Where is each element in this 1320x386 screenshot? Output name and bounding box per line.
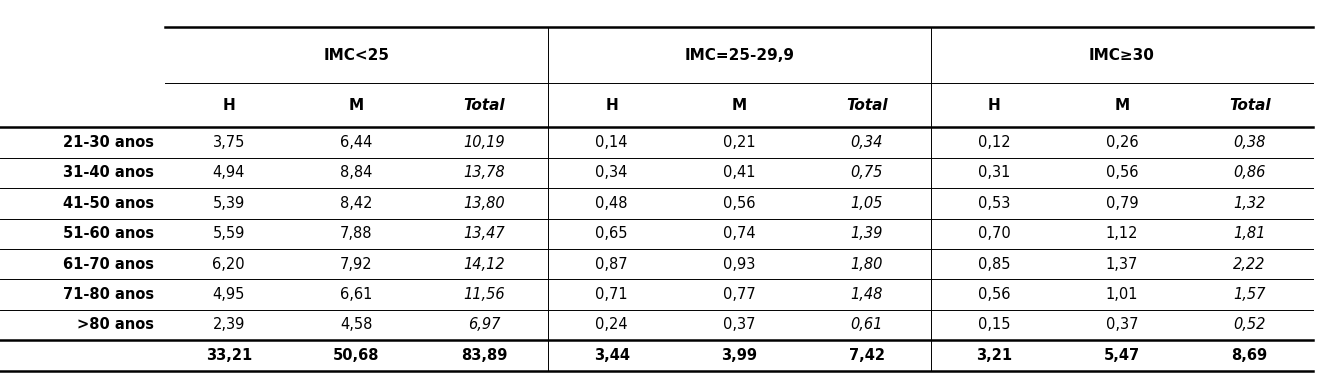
Text: 0,61: 0,61 (850, 317, 883, 332)
Text: 0,85: 0,85 (978, 257, 1011, 272)
Text: 4,94: 4,94 (213, 166, 246, 181)
Text: M: M (348, 98, 364, 113)
Text: 51-60 anos: 51-60 anos (63, 226, 154, 241)
Text: 6,20: 6,20 (213, 257, 246, 272)
Text: 71-80 anos: 71-80 anos (63, 287, 154, 302)
Text: 0,14: 0,14 (595, 135, 628, 150)
Text: 0,12: 0,12 (978, 135, 1011, 150)
Text: 0,37: 0,37 (723, 317, 755, 332)
Text: Total: Total (463, 98, 504, 113)
Text: 0,70: 0,70 (978, 226, 1011, 241)
Text: 8,84: 8,84 (341, 166, 372, 181)
Text: 0,34: 0,34 (595, 166, 628, 181)
Text: Total: Total (846, 98, 887, 113)
Text: 50,68: 50,68 (333, 348, 380, 363)
Text: 1,37: 1,37 (1106, 257, 1138, 272)
Text: 7,92: 7,92 (341, 257, 372, 272)
Text: 5,47: 5,47 (1104, 348, 1140, 363)
Text: 13,47: 13,47 (463, 226, 504, 241)
Text: 4,95: 4,95 (213, 287, 246, 302)
Text: 8,69: 8,69 (1232, 348, 1267, 363)
Text: >80 anos: >80 anos (78, 317, 154, 332)
Text: Total: Total (1229, 98, 1270, 113)
Text: 3,21: 3,21 (977, 348, 1012, 363)
Text: 1,32: 1,32 (1233, 196, 1266, 211)
Text: 3,75: 3,75 (213, 135, 246, 150)
Text: 13,80: 13,80 (463, 196, 504, 211)
Text: 11,56: 11,56 (463, 287, 504, 302)
Text: M: M (1114, 98, 1130, 113)
Text: 41-50 anos: 41-50 anos (63, 196, 154, 211)
Text: 0,71: 0,71 (595, 287, 628, 302)
Text: 1,05: 1,05 (850, 196, 883, 211)
Text: 1,39: 1,39 (850, 226, 883, 241)
Text: 0,87: 0,87 (595, 257, 628, 272)
Text: 13,78: 13,78 (463, 166, 504, 181)
Text: 0,56: 0,56 (723, 196, 755, 211)
Text: 0,21: 0,21 (723, 135, 755, 150)
Text: 7,88: 7,88 (341, 226, 372, 241)
Text: 4,58: 4,58 (341, 317, 372, 332)
Text: 1,57: 1,57 (1233, 287, 1266, 302)
Text: 0,93: 0,93 (723, 257, 755, 272)
Text: 1,80: 1,80 (850, 257, 883, 272)
Text: 0,52: 0,52 (1233, 317, 1266, 332)
Text: 10,19: 10,19 (463, 135, 504, 150)
Text: 0,26: 0,26 (1106, 135, 1138, 150)
Text: H: H (606, 98, 618, 113)
Text: 0,24: 0,24 (595, 317, 628, 332)
Text: 1,81: 1,81 (1233, 226, 1266, 241)
Text: 6,44: 6,44 (341, 135, 372, 150)
Text: IMC<25: IMC<25 (323, 47, 389, 63)
Text: 3,99: 3,99 (721, 348, 758, 363)
Text: 0,75: 0,75 (850, 166, 883, 181)
Text: 14,12: 14,12 (463, 257, 504, 272)
Text: 0,41: 0,41 (723, 166, 755, 181)
Text: 0,79: 0,79 (1106, 196, 1138, 211)
Text: 1,01: 1,01 (1106, 287, 1138, 302)
Text: 33,21: 33,21 (206, 348, 252, 363)
Text: 8,42: 8,42 (341, 196, 372, 211)
Text: 0,86: 0,86 (1233, 166, 1266, 181)
Text: 6,97: 6,97 (467, 317, 500, 332)
Text: 7,42: 7,42 (849, 348, 884, 363)
Text: 0,15: 0,15 (978, 317, 1011, 332)
Text: IMC=25-29,9: IMC=25-29,9 (684, 47, 795, 63)
Text: 61-70 anos: 61-70 anos (63, 257, 154, 272)
Text: 2,22: 2,22 (1233, 257, 1266, 272)
Text: M: M (731, 98, 747, 113)
Text: 0,53: 0,53 (978, 196, 1011, 211)
Text: 5,39: 5,39 (213, 196, 246, 211)
Text: IMC≥30: IMC≥30 (1089, 47, 1155, 63)
Text: 21-30 anos: 21-30 anos (63, 135, 154, 150)
Text: 0,56: 0,56 (1106, 166, 1138, 181)
Text: H: H (223, 98, 235, 113)
Text: 0,37: 0,37 (1106, 317, 1138, 332)
Text: 0,34: 0,34 (850, 135, 883, 150)
Text: 0,48: 0,48 (595, 196, 628, 211)
Text: 1,48: 1,48 (850, 287, 883, 302)
Text: 0,77: 0,77 (723, 287, 755, 302)
Text: 1,12: 1,12 (1106, 226, 1138, 241)
Text: 6,61: 6,61 (341, 287, 372, 302)
Text: H: H (989, 98, 1001, 113)
Text: 0,56: 0,56 (978, 287, 1011, 302)
Text: 0,31: 0,31 (978, 166, 1011, 181)
Text: 0,74: 0,74 (723, 226, 755, 241)
Text: 83,89: 83,89 (461, 348, 507, 363)
Text: 2,39: 2,39 (213, 317, 246, 332)
Text: 5,59: 5,59 (213, 226, 246, 241)
Text: 31-40 anos: 31-40 anos (63, 166, 154, 181)
Text: 3,44: 3,44 (594, 348, 630, 363)
Text: 0,65: 0,65 (595, 226, 628, 241)
Text: 0,38: 0,38 (1233, 135, 1266, 150)
